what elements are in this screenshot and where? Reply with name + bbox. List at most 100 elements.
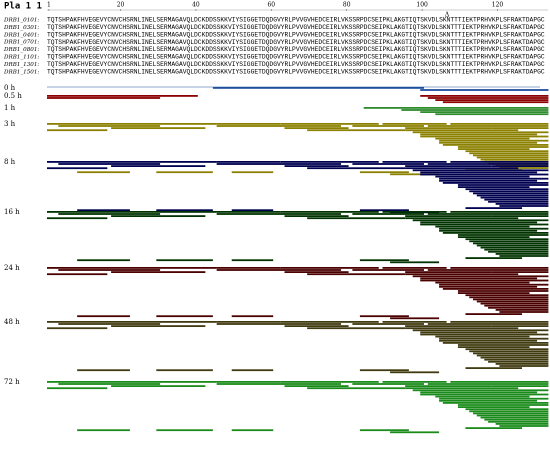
peptide xyxy=(439,399,538,402)
time-label: 16 h xyxy=(4,208,20,216)
peptide xyxy=(442,288,549,290)
peptide xyxy=(473,154,549,157)
peptide xyxy=(47,327,108,330)
peptide xyxy=(499,311,549,313)
time-label: 0.5 h xyxy=(4,92,22,100)
peptide xyxy=(439,337,549,340)
sequence: TQTSHPAKFHVEGEVYCNVCHSRNLINELSERMAGAVQLD… xyxy=(47,54,545,61)
peptide xyxy=(476,300,549,303)
peptide xyxy=(495,423,549,425)
peptide xyxy=(382,123,447,125)
peptide xyxy=(280,321,379,323)
peptide xyxy=(359,171,409,174)
peptide xyxy=(405,127,492,129)
peptide xyxy=(111,127,206,129)
peptide xyxy=(216,123,281,125)
peptide xyxy=(280,211,379,213)
peptide xyxy=(476,194,549,197)
peptide xyxy=(352,125,424,127)
peptide xyxy=(280,161,379,163)
peptide xyxy=(390,431,440,434)
peptide xyxy=(47,95,198,97)
marker: Δ xyxy=(445,12,450,19)
peptide xyxy=(439,283,549,286)
peptide xyxy=(420,133,538,136)
peptide xyxy=(420,95,549,97)
peptide xyxy=(231,259,274,262)
peptide xyxy=(439,139,549,142)
peptide xyxy=(435,137,530,140)
time-label: 8 h xyxy=(4,158,16,166)
peptide xyxy=(457,290,549,292)
time-label: 0 h xyxy=(4,84,16,92)
peptide xyxy=(47,381,217,383)
peptide xyxy=(488,360,549,363)
peptide xyxy=(420,333,549,336)
time-label: 24 h xyxy=(4,264,20,272)
peptide xyxy=(420,221,538,224)
peptide xyxy=(156,171,213,174)
peptide xyxy=(307,387,406,390)
peptide xyxy=(469,410,549,413)
peptide xyxy=(420,331,538,334)
peptide xyxy=(476,244,549,247)
peptide xyxy=(382,211,447,213)
peptide xyxy=(476,156,549,159)
peptide xyxy=(58,213,161,215)
peptide xyxy=(465,150,549,153)
peptide xyxy=(231,369,274,372)
peptide xyxy=(439,179,538,182)
allele-name: DRB1_0401: xyxy=(3,32,39,38)
peptide xyxy=(58,323,161,325)
peptide xyxy=(382,267,447,269)
peptide xyxy=(427,269,549,271)
peptide xyxy=(111,385,206,387)
peptide xyxy=(47,211,217,213)
peptide xyxy=(469,190,549,193)
peptide xyxy=(420,173,549,176)
peptide xyxy=(450,381,549,383)
peptide xyxy=(47,167,108,170)
peptide xyxy=(499,425,549,427)
peptide xyxy=(495,309,549,311)
peptide xyxy=(439,229,538,232)
peptide xyxy=(480,416,549,419)
peptide xyxy=(420,111,549,113)
peptide xyxy=(435,225,530,228)
allele-name: DRB1_1501: xyxy=(3,69,39,75)
peptide xyxy=(284,385,349,387)
peptide xyxy=(284,271,349,273)
peptide xyxy=(359,209,409,212)
peptide xyxy=(216,323,342,325)
peptide xyxy=(390,371,440,374)
peptide xyxy=(469,152,549,155)
peptide xyxy=(484,198,549,201)
peptide xyxy=(111,215,206,217)
peptide xyxy=(307,273,406,276)
peptide xyxy=(307,217,406,220)
tick-label: 1 xyxy=(47,2,51,9)
peptide xyxy=(480,302,549,305)
peptide xyxy=(47,267,217,269)
peptide xyxy=(77,315,130,318)
peptide xyxy=(442,144,549,146)
peptide xyxy=(405,217,519,220)
peptide xyxy=(465,348,549,351)
peptide xyxy=(77,259,130,262)
peptide xyxy=(439,339,538,342)
peptide xyxy=(405,165,492,167)
peptide xyxy=(439,227,549,230)
peptide xyxy=(457,404,549,406)
peptide xyxy=(435,335,530,338)
peptide xyxy=(382,381,447,383)
peptide xyxy=(47,321,217,323)
peptide xyxy=(450,161,549,163)
sequence: TQTSHPAKFHVEGEVYCNVCHSRNLINELSERMAGAVQLD… xyxy=(47,17,545,24)
peptide xyxy=(359,259,409,262)
peptide xyxy=(476,354,549,357)
peptide xyxy=(359,429,409,432)
peptide xyxy=(352,383,424,385)
peptide xyxy=(111,325,206,327)
sequence: TQTSHPAKFHVEGEVYCNVCHSRNLINELSERMAGAVQLD… xyxy=(47,61,545,68)
peptide xyxy=(491,271,549,273)
